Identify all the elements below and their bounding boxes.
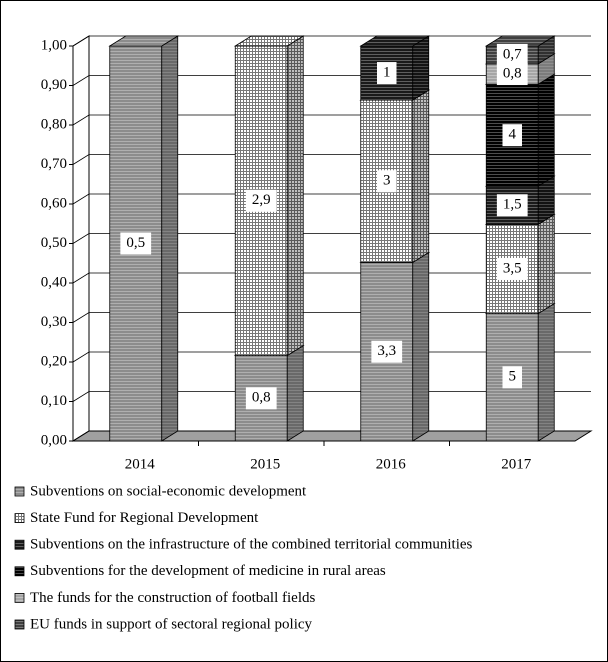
- data-label: 5: [509, 369, 517, 385]
- bar-side-shade: [412, 36, 429, 101]
- data-label-box: [245, 189, 277, 212]
- data-label-box: [496, 194, 528, 217]
- x-tick-label: 2016: [376, 456, 407, 472]
- data-label: 3: [383, 173, 391, 189]
- legend-swatch: [14, 539, 25, 550]
- y-tick-label: 0,30: [41, 314, 67, 330]
- data-label: 1,5: [503, 197, 522, 213]
- bar-top: [108, 35, 180, 47]
- data-label-box: [371, 340, 403, 363]
- y-tick-label: 0,80: [41, 116, 67, 132]
- legend-label: EU funds in support of sectoral regional…: [30, 616, 313, 632]
- data-label: 3,5: [503, 260, 522, 276]
- x-tick-label: 2017: [501, 456, 532, 472]
- bar-side-shade: [161, 36, 178, 441]
- bar-top: [233, 35, 305, 47]
- data-label-box: [120, 232, 152, 255]
- data-label-box: [377, 62, 397, 85]
- legend-swatch: [14, 513, 25, 523]
- y-tick-label: 0,10: [41, 393, 67, 409]
- data-label-box: [377, 170, 397, 193]
- data-label: 3,3: [377, 343, 396, 359]
- y-tick-label: 0,00: [41, 432, 67, 448]
- bar-side-shade: [287, 345, 304, 441]
- x-tick-label: 2015: [250, 456, 280, 472]
- data-label-box: [496, 63, 528, 86]
- data-label-box: [496, 257, 528, 280]
- legend-swatch: [14, 566, 25, 577]
- bar-side-shade: [538, 303, 555, 441]
- data-label-box: [502, 366, 522, 389]
- legend-label: State Fund for Regional Development: [30, 510, 259, 526]
- data-label: 1: [383, 64, 391, 80]
- data-label: 0,8: [252, 390, 271, 406]
- legend-swatch: [14, 619, 25, 630]
- y-tick-label: 0,50: [41, 235, 67, 251]
- y-tick-label: 0,70: [41, 156, 67, 172]
- data-label-box: [496, 43, 528, 66]
- bar-side-shade: [538, 36, 555, 64]
- bar-side-shade: [412, 252, 429, 441]
- data-label: 0,7: [503, 46, 522, 62]
- data-label: 0,8: [503, 65, 522, 81]
- bar-side-shade: [538, 176, 555, 225]
- legend-swatch: [14, 593, 25, 603]
- legend-label: Subventions on social-economic developme…: [30, 483, 307, 499]
- bar-side-shade: [412, 90, 429, 263]
- y-tick-label: 1,00: [41, 37, 67, 53]
- data-label-box: [502, 124, 522, 147]
- data-label-box: [245, 387, 277, 410]
- y-tick-label: 0,90: [41, 77, 67, 93]
- y-tick-label: 0,60: [41, 195, 67, 211]
- y-tick-label: 0,20: [41, 353, 67, 369]
- bar-side-shade: [287, 36, 304, 356]
- bar-top: [359, 35, 431, 47]
- legend-label: Subventions for the development of medic…: [30, 563, 386, 579]
- legend-label: Subventions on the infrastructure of the…: [30, 537, 473, 553]
- y-tick-label: 0,40: [41, 274, 67, 290]
- legend-swatch: [14, 486, 25, 497]
- data-label: 2,9: [252, 192, 271, 208]
- bar-side-shade: [538, 74, 555, 187]
- data-label: 4: [509, 127, 517, 143]
- x-tick-label: 2014: [125, 456, 156, 472]
- data-label: 0,5: [126, 235, 145, 251]
- bar-side-shade: [538, 214, 555, 314]
- legend-label: The funds for the construction of footba…: [30, 590, 316, 606]
